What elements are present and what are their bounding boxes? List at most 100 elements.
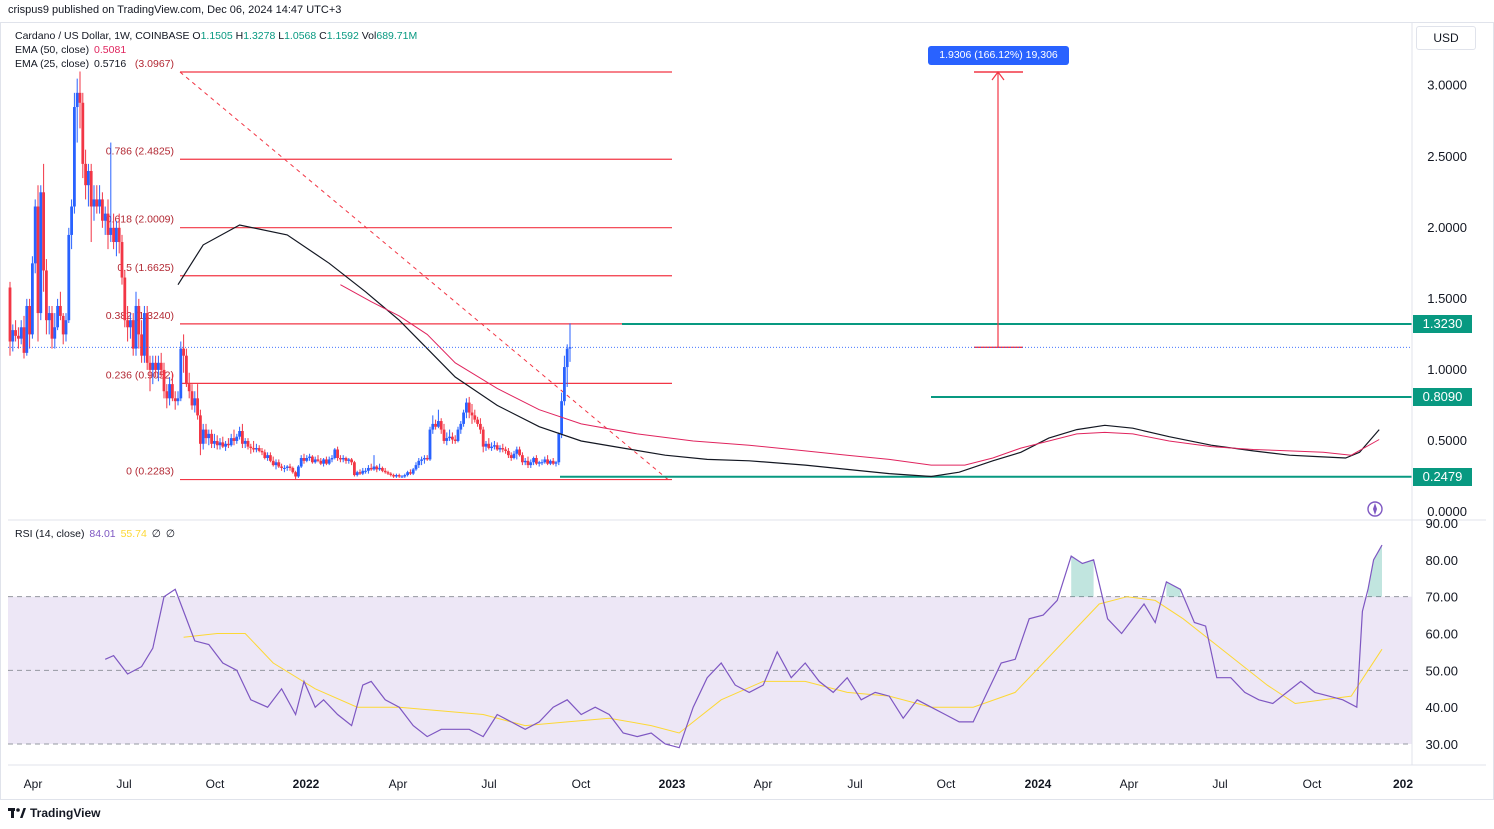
candle-body xyxy=(53,327,57,339)
candle-body xyxy=(311,456,314,463)
x-tick-label: Apr xyxy=(754,777,773,791)
rsi-lines xyxy=(104,544,1383,749)
candle-body xyxy=(171,384,174,399)
candle-body xyxy=(476,419,479,424)
candle-body xyxy=(336,449,339,459)
candle-body xyxy=(549,460,552,464)
candle-body xyxy=(442,429,446,441)
candle-body xyxy=(70,206,73,235)
candle-body xyxy=(392,475,395,477)
ema50-line xyxy=(177,224,1380,478)
rsi-value: 84.01 xyxy=(89,528,116,540)
x-tick-label: 202 xyxy=(1393,777,1413,791)
price-tick-label: 0.0000 xyxy=(1427,504,1467,519)
candle-body xyxy=(526,460,530,466)
candle-body xyxy=(448,436,451,439)
ohlc-value-l: 1.0568 xyxy=(284,30,317,42)
candle-body xyxy=(467,402,471,413)
legend-rsi[interactable]: RSI (14, close) 84.01 55.74 ∅ ∅ xyxy=(15,528,175,540)
candle-body xyxy=(487,443,491,449)
x-tick-label: 2023 xyxy=(659,777,686,791)
candle-body xyxy=(434,423,437,427)
candle-body xyxy=(439,421,443,430)
candle-body xyxy=(495,445,499,450)
price-tick-label: 0.5000 xyxy=(1427,433,1467,448)
fib-level-label: 0.786 (2.4825) xyxy=(106,145,174,157)
candle-body xyxy=(465,402,468,413)
candle-body xyxy=(266,455,269,459)
candle-body xyxy=(308,456,311,459)
candle-body xyxy=(280,466,283,468)
currency-selector[interactable]: USD xyxy=(1416,26,1476,50)
candle-body xyxy=(131,320,135,349)
candle-body xyxy=(157,362,160,370)
legend-symbol-row[interactable]: Cardano / US Dollar, 1W, COINBASE O1.150… xyxy=(15,30,417,42)
candle-body xyxy=(260,450,264,453)
candle-body xyxy=(168,384,171,399)
legend-ema25[interactable]: EMA (25, close) 0.5716 xyxy=(15,58,126,70)
rsi-hidden-1: ∅ xyxy=(151,528,161,540)
rsi-label: RSI (14, close) xyxy=(15,528,85,540)
measure-label[interactable]: 1.9306 (166.12%) 19,306 xyxy=(928,46,1069,65)
rsi-pane xyxy=(8,596,1412,745)
candle-body xyxy=(162,369,166,392)
candle-body xyxy=(375,466,379,470)
fib-level-label: (3.0967) xyxy=(135,58,174,70)
candle-body xyxy=(285,466,289,468)
legend-ema50[interactable]: EMA (50, close) 0.5081 xyxy=(15,44,126,56)
support-level-tag: 0.2479 xyxy=(1413,467,1472,486)
candle-body xyxy=(420,459,423,461)
candle-body xyxy=(238,431,241,437)
candle-body xyxy=(31,263,34,335)
fib-level-label: 0.236 (0.9052) xyxy=(106,369,174,381)
candle-body xyxy=(521,455,524,463)
candle-body xyxy=(400,476,404,478)
candle-body xyxy=(143,313,146,356)
candle-body xyxy=(25,305,29,353)
candle-body xyxy=(431,423,435,430)
candle-body xyxy=(47,313,51,321)
x-tick-label: 2024 xyxy=(1025,777,1052,791)
candle-body xyxy=(117,227,121,243)
candle-body xyxy=(173,398,177,402)
rsi-hidden-2: ∅ xyxy=(165,528,176,540)
x-tick-label: Jul xyxy=(847,777,862,791)
candle-body xyxy=(294,472,297,477)
candle-body xyxy=(271,460,275,466)
ohlc-value-c: 1.1592 xyxy=(326,30,359,42)
rsi-ma-line xyxy=(183,596,1383,734)
candle-body xyxy=(389,473,393,476)
candle-body xyxy=(532,458,535,463)
candle-body xyxy=(249,446,253,449)
candle-body xyxy=(554,462,558,464)
ema25-line xyxy=(340,284,1380,466)
candle-body xyxy=(425,458,429,460)
candle-body xyxy=(103,213,107,221)
fib-level-label: 0 (0.2283) xyxy=(126,466,174,478)
candle-body xyxy=(428,429,432,460)
candle-body xyxy=(456,429,460,441)
price-tick-label: 2.0000 xyxy=(1427,220,1467,235)
candle-body xyxy=(551,460,555,464)
candle-body xyxy=(563,367,566,402)
candle-body xyxy=(470,412,474,416)
ohlc-key-c: C xyxy=(316,30,327,42)
candle-body xyxy=(283,467,286,469)
candle-body xyxy=(327,459,331,464)
candle-body xyxy=(263,452,267,459)
footer: TradingView xyxy=(8,806,100,820)
candle-body xyxy=(176,398,180,402)
candle-body xyxy=(129,320,132,328)
candle-body xyxy=(210,433,213,444)
candle-body xyxy=(120,242,124,278)
ema25-label: EMA (25, close) xyxy=(15,58,90,70)
candle-body xyxy=(207,433,211,439)
ohlc-value-o: 1.1505 xyxy=(200,30,233,42)
candle-body xyxy=(512,453,516,459)
x-tick-label: Jul xyxy=(481,777,496,791)
candle-body xyxy=(417,460,421,466)
candle-body xyxy=(106,213,110,235)
fib-trend-line xyxy=(179,71,669,480)
candle-body xyxy=(341,458,345,460)
